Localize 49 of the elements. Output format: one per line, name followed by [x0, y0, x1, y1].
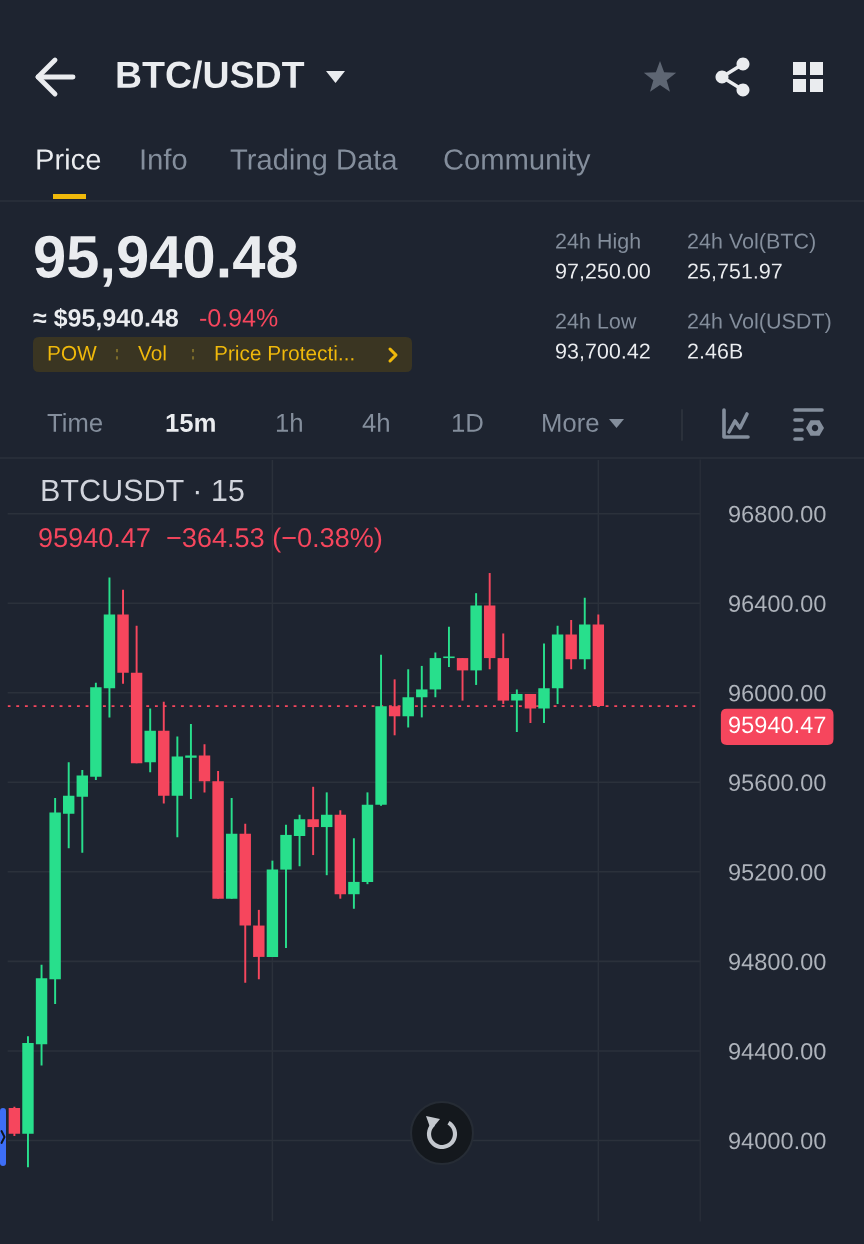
- candlestick: [416, 664, 428, 719]
- text: Price: [37, 148, 101, 170]
- y-tick-label: 95200.00: [729, 863, 826, 881]
- candlestick: [63, 761, 75, 850]
- text: POW: [48, 345, 97, 361]
- candlestick: [538, 642, 550, 724]
- candlestick: [185, 723, 197, 801]
- text: 15m: [166, 413, 215, 432]
- text: Community: [444, 148, 591, 176]
- text: ≈ $95,940.48: [33, 307, 179, 331]
- candlestick: [511, 688, 523, 733]
- text: Time: [47, 413, 102, 432]
- candlestick: [307, 785, 319, 857]
- text: 2.46B: [688, 343, 743, 359]
- text: 24h High: [556, 232, 640, 254]
- y-tick-label: 94800.00: [729, 953, 826, 971]
- text: Info: [141, 148, 187, 170]
- text: 24h Vol(BTC): [688, 232, 815, 254]
- text: 95940.47 −364.53 (−0.38%): [39, 527, 382, 553]
- text: -0.94%: [200, 309, 278, 327]
- text: 25,751.97: [688, 263, 782, 282]
- y-tick-label: 96400.00: [729, 595, 826, 613]
- text: Vol: [138, 345, 166, 361]
- candlestick: [321, 791, 333, 877]
- candlestick: [456, 657, 469, 702]
- text: 24h Low: [556, 312, 637, 329]
- text: Trading Data: [230, 148, 398, 176]
- chart-title: BTCUSDT · 15: [42, 479, 244, 502]
- y-tick-label: 96800.00: [729, 505, 826, 523]
- candlestick: [348, 837, 360, 910]
- text: BTC/USDT: [117, 60, 305, 89]
- text: 1D: [452, 413, 483, 432]
- y-tick-label: 94400.00: [729, 1042, 826, 1060]
- text: 24h Vol(USDT): [688, 312, 831, 334]
- text: 93,700.42: [556, 343, 650, 362]
- text: More: [543, 413, 599, 432]
- y-tick-label: 96000.00: [729, 684, 826, 702]
- text: 4h: [362, 413, 389, 432]
- text: 1h: [276, 413, 302, 432]
- candlestick: [293, 813, 306, 868]
- text: 95,940.48: [35, 235, 297, 287]
- candlestick: [402, 668, 414, 729]
- y-tick-label: 94000.00: [729, 1132, 826, 1150]
- text: Price Protecti...: [215, 345, 354, 361]
- ref-line-label: 95940.47: [729, 716, 826, 734]
- text: 97,250.00: [556, 263, 650, 282]
- y-tick-label: 95600.00: [729, 774, 826, 792]
- candlestick: [76, 769, 88, 854]
- candlestick: [443, 625, 455, 669]
